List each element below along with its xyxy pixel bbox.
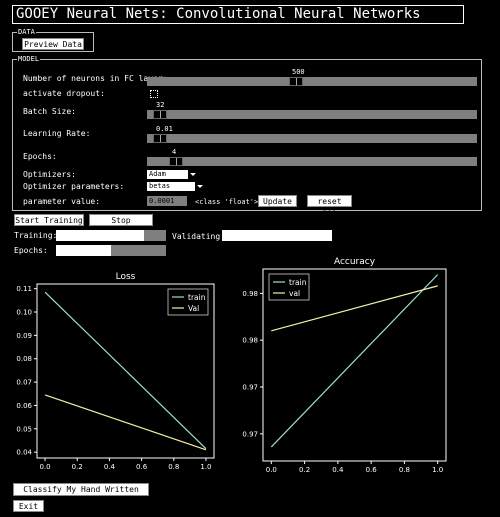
learning-rate-track[interactable] (147, 134, 477, 143)
optimizers-selected: Adam (149, 170, 166, 178)
y-tick-label: 0.07 (16, 379, 32, 387)
y-tick-label: 0.11 (16, 285, 32, 293)
x-tick-label: 0.6 (136, 463, 148, 471)
training-progress-bar (56, 230, 166, 241)
y-tick-label: 0.09 (16, 332, 32, 340)
batch-size-label: Batch Size: (23, 107, 76, 116)
optimizer-parameters-selected: betas (149, 182, 171, 190)
parameter-value-label: parameter value: (23, 197, 101, 206)
x-tick-label: 0.4 (104, 463, 116, 471)
optimizer-parameters-label: Optimizer parameters: (23, 182, 125, 191)
learning-rate-value: 0.01 (156, 125, 173, 133)
fc-neurons-track[interactable] (147, 77, 477, 86)
fc-neurons-label: Number of neurons in FC layer: (23, 74, 168, 83)
x-tick-label: 0.0 (266, 466, 277, 474)
epochs-value: 4 (172, 148, 177, 156)
legend-box (268, 273, 310, 301)
x-tick-label: 0.2 (72, 463, 83, 471)
epochs-track[interactable] (147, 157, 477, 166)
y-tick-label: 0.98 (242, 290, 258, 298)
epochs-progress-fill (56, 245, 111, 256)
app-title: GOOEY Neural Nets: Convolutional Neural … (12, 5, 464, 24)
y-tick-label: 0.06 (16, 402, 32, 410)
training-progress-fill (56, 230, 144, 241)
validating-progress-bar (222, 230, 332, 241)
series-line-val (44, 394, 207, 451)
series-line-train (270, 274, 439, 448)
model-frame-label: MODEL (17, 54, 41, 64)
fc-neurons-slider[interactable]: 500 (147, 68, 477, 86)
data-frame-label: DATA (17, 27, 36, 37)
validating-progress-fill (222, 230, 332, 241)
learning-rate-thumb[interactable] (153, 134, 167, 143)
plot-area (262, 268, 447, 462)
legend-entry: Val (188, 304, 199, 313)
legend-entry: train (289, 278, 307, 287)
fc-neurons-value: 500 (292, 68, 305, 76)
chevron-down-icon[interactable] (188, 170, 197, 179)
model-frame: MODEL Number of neurons in FC layer: 500… (12, 54, 482, 217)
epochs-label: Epochs: (23, 152, 57, 161)
dropout-label: activate dropout: (23, 89, 105, 98)
training-label: Training: (14, 231, 58, 240)
x-tick-label: 0.8 (399, 466, 410, 474)
x-tick-label: 0.2 (299, 466, 310, 474)
parameter-value-input[interactable] (147, 196, 187, 206)
loss-chart: Loss 0.0 0.2 0.4 0.6 0.8 1.0 0.04 0.05 0.06 0.07 0.… (16, 272, 215, 471)
batch-size-value: 32 (156, 101, 165, 109)
series-line-val (271, 285, 438, 332)
chevron-down-icon[interactable] (195, 182, 204, 191)
accuracy-chart: Accuracy 0.0 0.2 0.4 0.6 0.8 1.0 0.97 0.97 0.98 0.… (242, 257, 447, 474)
learning-rate-slider[interactable]: 0.01 (147, 125, 477, 143)
batch-size-slider[interactable]: 32 (147, 101, 477, 119)
stop-training-button[interactable]: Stop Training (89, 214, 153, 236)
epochs-progress-label: Epochs: (14, 246, 48, 255)
epochs-progress-bar (56, 245, 166, 256)
x-tick-label: 0.8 (168, 463, 179, 471)
chart-title: Accuracy (334, 257, 376, 267)
epochs-slider[interactable]: 4 (147, 148, 477, 166)
update-button[interactable]: Update (258, 195, 297, 207)
data-frame: DATA Preview Data (12, 27, 94, 52)
y-tick-label: 0.10 (16, 309, 32, 317)
plot-area (36, 283, 215, 459)
optimizer-parameters-select[interactable]: betas (147, 182, 204, 191)
x-tick-label: 1.0 (432, 466, 443, 474)
x-tick-label: 0.6 (366, 466, 378, 474)
y-tick-label: 0.97 (242, 384, 258, 392)
fc-neurons-thumb[interactable] (289, 77, 303, 86)
preview-data-button[interactable]: Preview Data (22, 38, 84, 50)
optimizers-label: Optimizers: (23, 170, 76, 179)
batch-size-thumb[interactable] (153, 110, 167, 119)
epochs-thumb[interactable] (169, 157, 183, 166)
batch-size-track[interactable] (147, 110, 477, 119)
validating-label: Validating: (172, 232, 225, 241)
y-tick-label: 0.97 (242, 430, 258, 438)
dropout-checkbox[interactable] (150, 90, 158, 98)
parameter-type-text: <class 'float'> (195, 198, 259, 206)
legend-box (167, 288, 209, 316)
exit-button[interactable]: Exit (13, 500, 44, 512)
learning-rate-label: Learning Rate: (23, 129, 91, 138)
x-tick-label: 1.0 (200, 463, 211, 471)
y-tick-label: 0.98 (242, 337, 258, 345)
classify-digits-button[interactable]: Classify My Hand Written Digits (13, 483, 149, 505)
series-line-train (44, 291, 207, 450)
optimizers-select[interactable]: Adam (147, 170, 197, 179)
legend-entry: train (188, 293, 206, 302)
chart-title: Loss (116, 272, 136, 282)
x-tick-label: 0.4 (332, 466, 344, 474)
y-tick-label: 0.05 (16, 425, 32, 433)
legend-entry: val (289, 289, 300, 298)
reset-all-button[interactable]: reset all (307, 195, 352, 217)
y-tick-label: 0.04 (16, 449, 32, 457)
x-tick-label: 0.0 (39, 463, 50, 471)
start-training-button[interactable]: Start Training (14, 214, 84, 226)
y-tick-label: 0.08 (16, 355, 32, 363)
